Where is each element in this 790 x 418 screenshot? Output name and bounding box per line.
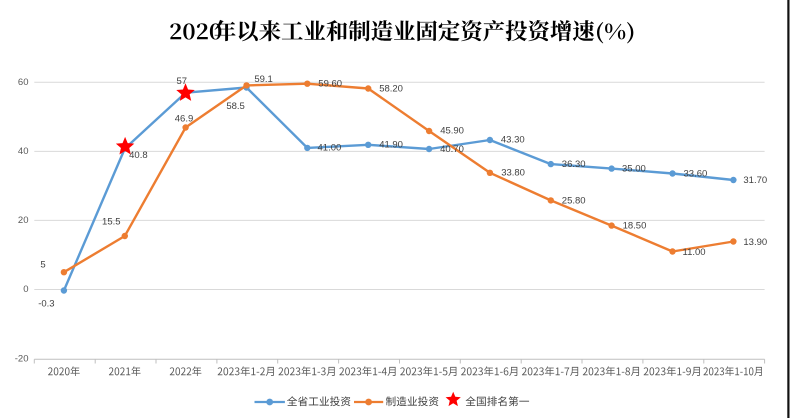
svg-text:25.80: 25.80 bbox=[562, 195, 586, 206]
svg-text:15.5: 15.5 bbox=[102, 216, 121, 227]
svg-text:5: 5 bbox=[40, 260, 45, 271]
svg-text:40.8: 40.8 bbox=[129, 150, 148, 161]
svg-text:20: 20 bbox=[18, 215, 29, 226]
svg-text:36.30: 36.30 bbox=[562, 159, 586, 170]
svg-text:45.90: 45.90 bbox=[440, 126, 464, 137]
svg-text:58.20: 58.20 bbox=[379, 83, 403, 94]
svg-text:35.00: 35.00 bbox=[622, 164, 646, 175]
svg-text:43.30: 43.30 bbox=[501, 135, 525, 146]
svg-text:40.70: 40.70 bbox=[440, 144, 464, 155]
svg-text:60: 60 bbox=[18, 77, 29, 88]
svg-text:57: 57 bbox=[177, 76, 188, 87]
svg-text:13.90: 13.90 bbox=[743, 237, 767, 248]
svg-text:41.90: 41.90 bbox=[379, 140, 403, 151]
svg-text:11.00: 11.00 bbox=[683, 247, 706, 258]
svg-text:-20: -20 bbox=[15, 353, 29, 364]
svg-text:41.00: 41.00 bbox=[318, 143, 342, 154]
svg-text:59.1: 59.1 bbox=[254, 74, 273, 85]
svg-text:59.60: 59.60 bbox=[318, 79, 342, 90]
svg-text:33.60: 33.60 bbox=[684, 168, 708, 179]
svg-text:58.5: 58.5 bbox=[226, 101, 245, 112]
svg-text:33.80: 33.80 bbox=[501, 167, 525, 178]
svg-text:-0.3: -0.3 bbox=[38, 299, 54, 310]
svg-text:18.50: 18.50 bbox=[623, 221, 647, 232]
svg-text:31.70: 31.70 bbox=[743, 175, 767, 186]
svg-text:46.9: 46.9 bbox=[175, 113, 194, 124]
svg-text:0: 0 bbox=[23, 284, 28, 295]
svg-text:40: 40 bbox=[18, 146, 29, 157]
